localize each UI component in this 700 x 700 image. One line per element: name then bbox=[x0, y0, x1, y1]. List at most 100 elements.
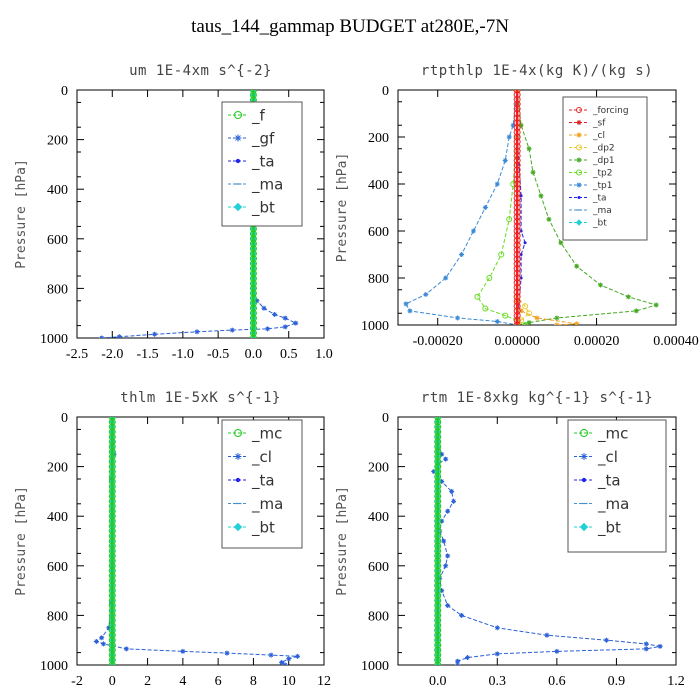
data-point bbox=[657, 643, 663, 649]
data-point bbox=[513, 241, 521, 249]
data-point bbox=[434, 438, 442, 446]
legend: _mc _cl _ta _ma _bt bbox=[221, 419, 303, 549]
data-point bbox=[249, 279, 257, 287]
chart-panel-1: um 1E-4xm s^{-2} Pressure [hPa] 0 200 400 600… bbox=[14, 63, 333, 362]
data-point bbox=[108, 587, 116, 595]
data-point bbox=[235, 158, 241, 164]
data-point bbox=[506, 216, 513, 223]
legend-label: _mc bbox=[251, 424, 282, 443]
y-axis-label: Pressure [hPa] bbox=[335, 153, 350, 263]
data-point bbox=[576, 182, 582, 188]
data-point bbox=[434, 651, 442, 659]
data-point bbox=[494, 651, 500, 657]
data-point bbox=[449, 488, 455, 494]
data-point bbox=[108, 601, 116, 609]
data-point bbox=[434, 542, 442, 550]
data-point bbox=[224, 650, 230, 656]
data-point bbox=[434, 631, 442, 639]
data-point bbox=[108, 641, 116, 649]
data-point bbox=[434, 547, 442, 555]
data-point bbox=[268, 652, 274, 658]
data-point bbox=[530, 169, 536, 175]
plot-frame bbox=[397, 416, 677, 666]
legend-label: _bt bbox=[251, 518, 275, 537]
data-point bbox=[254, 298, 260, 304]
data-point bbox=[513, 298, 521, 305]
data-point bbox=[434, 527, 442, 535]
data-point bbox=[513, 321, 521, 325]
legend-label: _forcing bbox=[592, 106, 629, 116]
data-point bbox=[576, 169, 582, 176]
data-point bbox=[108, 453, 116, 461]
data-point bbox=[434, 537, 442, 545]
data-point bbox=[434, 487, 442, 495]
plot-frame bbox=[76, 89, 325, 339]
data-point bbox=[434, 606, 442, 614]
data-point bbox=[249, 274, 257, 282]
data-point bbox=[513, 152, 521, 160]
data-point bbox=[506, 134, 512, 140]
figure-title: taus_144_gammap BUDGET at280E,-7N bbox=[191, 16, 509, 37]
data-point bbox=[434, 626, 442, 634]
data-point bbox=[534, 315, 540, 321]
data-point bbox=[443, 456, 449, 462]
y-tick-label: 800 bbox=[368, 609, 389, 624]
data-point bbox=[445, 602, 451, 608]
data-point bbox=[494, 318, 500, 324]
x-tick-label: 0.00040 bbox=[653, 334, 699, 349]
data-point bbox=[513, 100, 521, 108]
y-tick-label: 800 bbox=[47, 282, 68, 297]
data-point bbox=[502, 158, 508, 163]
y-tick-label: 400 bbox=[368, 510, 389, 525]
data-point bbox=[598, 282, 604, 288]
plot-frame bbox=[397, 89, 677, 326]
y-axis-label: Pressure [hPa] bbox=[335, 486, 350, 596]
data-point bbox=[513, 232, 521, 240]
x-tick-label: 0.0 bbox=[429, 674, 447, 689]
data-point bbox=[108, 616, 116, 624]
data-point bbox=[234, 134, 242, 142]
data-point bbox=[513, 133, 521, 141]
data-point bbox=[513, 114, 521, 122]
data-point bbox=[513, 274, 521, 282]
data-point bbox=[470, 228, 476, 234]
y-tick-label: 200 bbox=[47, 134, 68, 149]
data-point bbox=[513, 166, 521, 174]
x-tick-label: 10 bbox=[282, 674, 296, 689]
data-point bbox=[234, 429, 242, 437]
data-point bbox=[574, 321, 580, 325]
data-point bbox=[249, 284, 257, 292]
legend-label: _mc bbox=[597, 424, 628, 443]
data-point bbox=[279, 660, 285, 665]
data-point bbox=[434, 621, 442, 629]
data-point bbox=[123, 646, 129, 652]
data-point bbox=[282, 324, 288, 330]
x-tick-label: 0.00000 bbox=[494, 334, 540, 349]
data-point bbox=[526, 320, 532, 325]
data-point bbox=[108, 458, 116, 466]
data-point bbox=[554, 648, 560, 654]
data-point bbox=[513, 208, 521, 216]
data-point bbox=[108, 547, 116, 555]
data-point bbox=[434, 577, 442, 585]
data-point bbox=[249, 265, 257, 273]
data-point bbox=[544, 632, 550, 638]
data-point bbox=[403, 301, 409, 307]
data-point bbox=[108, 463, 116, 471]
data-point bbox=[108, 468, 116, 476]
data-point bbox=[152, 331, 158, 337]
data-point bbox=[108, 507, 116, 515]
y-axis-label: Pressure [hPa] bbox=[14, 486, 29, 596]
data-point bbox=[445, 508, 451, 514]
data-point bbox=[108, 592, 116, 600]
data-point bbox=[261, 305, 267, 311]
y-axis-label: Pressure [hPa] bbox=[14, 159, 29, 269]
data-point bbox=[513, 147, 521, 155]
data-point bbox=[513, 90, 521, 94]
data-point bbox=[513, 316, 521, 324]
legend-label: _cl bbox=[592, 131, 605, 141]
data-point bbox=[576, 120, 582, 125]
data-point bbox=[108, 482, 116, 490]
data-point bbox=[558, 240, 564, 246]
data-point bbox=[108, 433, 116, 441]
